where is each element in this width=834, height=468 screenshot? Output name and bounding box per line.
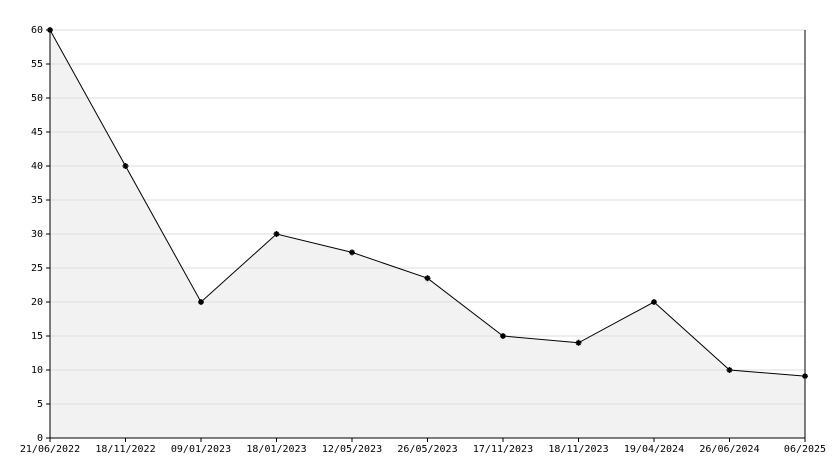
- y-tick-label: 55: [31, 59, 43, 70]
- x-tick-label: 19/04/2024: [624, 444, 684, 455]
- y-tick-label: 5: [37, 399, 43, 410]
- y-tick-label: 30: [31, 229, 43, 240]
- marker: [726, 367, 733, 373]
- x-tick-label: 21/06/2022: [20, 444, 80, 455]
- y-tick-label: 20: [31, 297, 43, 308]
- x-tick-label: 17/11/2023: [473, 444, 533, 455]
- y-tick-label: 45: [31, 127, 43, 138]
- x-tick-label: 09/01/2023: [171, 444, 231, 455]
- marker: [500, 333, 506, 339]
- x-tick-label: 12/05/2023: [322, 444, 382, 455]
- y-tick-label: 35: [31, 195, 43, 206]
- y-tick-label: 0: [37, 433, 43, 444]
- x-tick-label: 18/01/2023: [246, 444, 306, 455]
- marker: [424, 275, 431, 282]
- marker: [575, 339, 582, 346]
- y-tick-label: 25: [31, 263, 43, 274]
- marker: [198, 299, 204, 305]
- y-tick-label: 40: [31, 161, 43, 172]
- x-tick-label: 06/2025: [784, 444, 826, 455]
- y-tick-label: 60: [31, 25, 43, 36]
- marker: [349, 249, 355, 256]
- x-tick-label: 18/11/2022: [95, 444, 155, 455]
- x-tick-label: 18/11/2023: [548, 444, 608, 455]
- x-tick-label: 26/06/2024: [699, 444, 759, 455]
- y-tick-label: 15: [31, 331, 43, 342]
- marker: [802, 373, 808, 380]
- marker: [122, 163, 129, 169]
- marker: [651, 299, 657, 305]
- y-tick-label: 50: [31, 93, 43, 104]
- y-tick-label: 10: [31, 365, 43, 376]
- x-tick-label: 26/05/2023: [397, 444, 457, 455]
- marker: [47, 27, 53, 33]
- marker: [273, 231, 280, 237]
